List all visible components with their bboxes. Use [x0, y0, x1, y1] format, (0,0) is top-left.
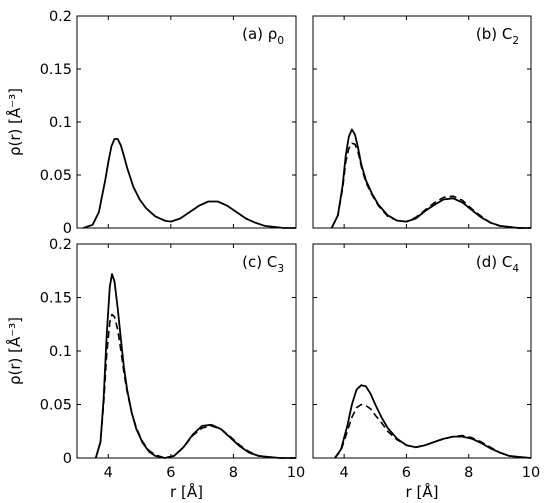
y-tick-label: 0	[63, 221, 72, 237]
panel-label: (c) C3	[242, 253, 284, 275]
y-tick-label: 0.05	[40, 398, 72, 414]
x-tick-label: 10	[522, 465, 540, 481]
panel-label: (b) C2	[476, 25, 519, 47]
series-line-dashed	[95, 313, 296, 459]
y-tick-label: 0.05	[40, 168, 72, 184]
y-tick-label: 0.15	[40, 291, 72, 307]
x-tick-label: 4	[340, 465, 349, 481]
y-tick-label: 0.1	[49, 115, 72, 131]
x-tick-label: 6	[166, 465, 175, 481]
x-axis-label: r [Å]	[406, 482, 439, 501]
chart-panel-2: (b) C2	[312, 15, 532, 229]
plot-frame	[76, 243, 297, 459]
panel-label: (d) C4	[476, 253, 519, 275]
plot-frame	[312, 15, 532, 229]
series-line-solid	[83, 138, 296, 229]
y-tick-label: 0.2	[49, 9, 72, 25]
series-line-dashed	[330, 142, 531, 229]
x-axis-label: r [Å]	[170, 482, 203, 501]
y-tick-label: 0.1	[49, 344, 72, 360]
y-tick-label: 0.2	[49, 237, 72, 253]
y-tick-label: 0	[63, 451, 72, 467]
chart-panel-1: 0 0.05 0.1 0.15 0.2 (a) ρ0 ρ(r) [Å⁻³]	[5, 9, 297, 237]
series-line-dashed	[334, 403, 532, 459]
series-line-solid	[334, 384, 532, 459]
series-line-solid	[94, 273, 296, 459]
x-tick-label: 8	[464, 465, 473, 481]
series-line-solid	[330, 128, 531, 229]
plot-frame	[76, 15, 297, 229]
y-axis-label: ρ(r) [Å⁻³]	[5, 317, 24, 385]
plot-frame	[312, 243, 532, 459]
y-tick-label: 0.15	[40, 62, 72, 78]
x-tick-label: 4	[104, 465, 113, 481]
chart-panel-4: 4 6 8 10 (d) C4 r [Å]	[312, 243, 540, 501]
x-tick-label: 8	[229, 465, 238, 481]
chart-panel-3: 4 6 8 10 0 0.05 0.1 0.15 0.2 (c) C3 r [Å] ρ(r) [Å⁻³…	[5, 237, 305, 501]
y-axis-label: ρ(r) [Å⁻³]	[5, 88, 24, 156]
x-tick-label: 6	[402, 465, 411, 481]
x-tick-label: 10	[287, 465, 305, 481]
panel-label: (a) ρ0	[242, 25, 284, 47]
